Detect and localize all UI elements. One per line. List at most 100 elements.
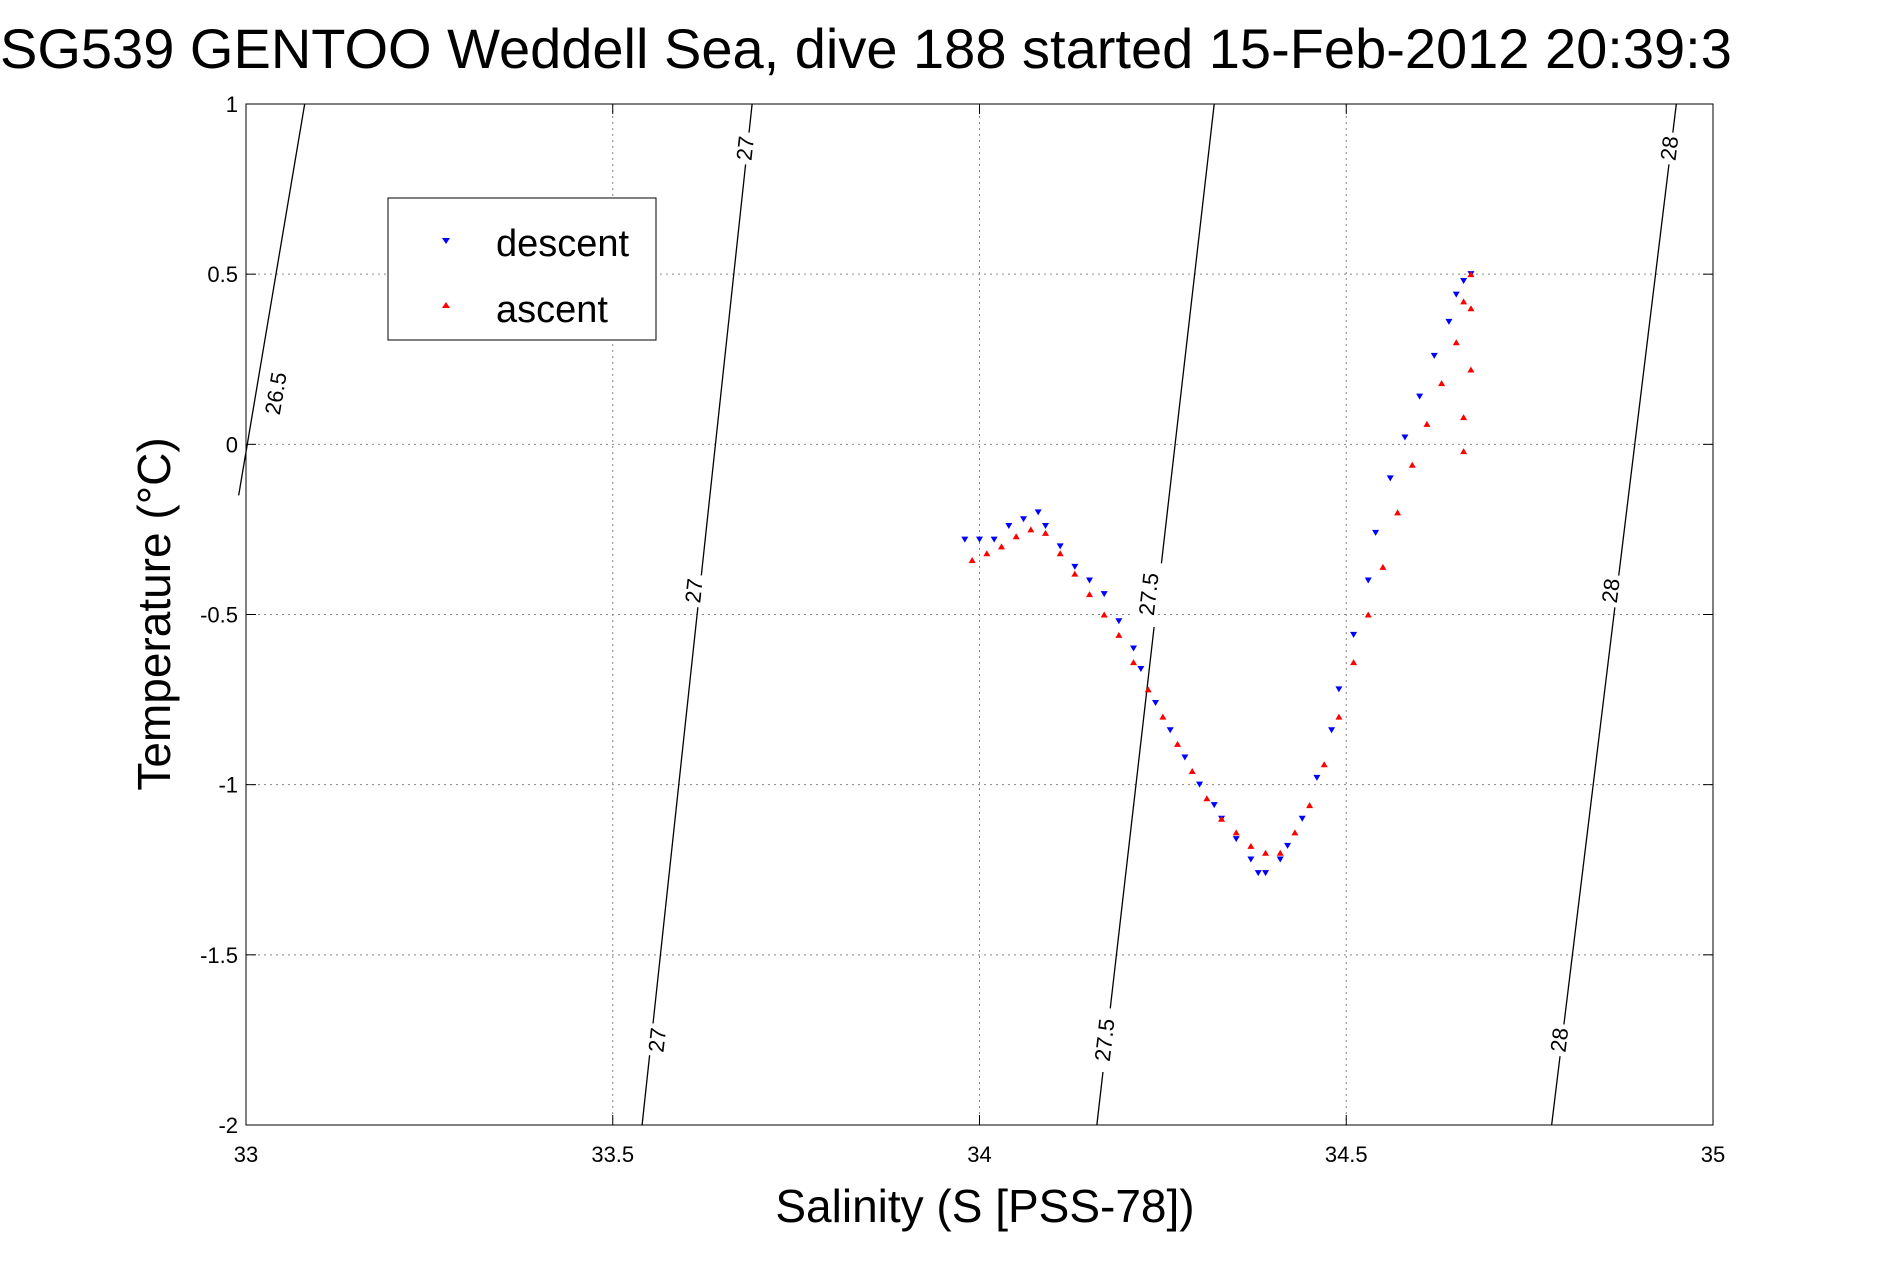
descent-point — [961, 536, 969, 543]
y-tick-label: -1 — [218, 773, 238, 798]
contour-label: 28 — [1656, 135, 1684, 162]
ascent-point — [1042, 529, 1050, 536]
ascent-point — [1460, 414, 1468, 421]
descent-point — [1284, 842, 1292, 849]
ascent-point — [1350, 659, 1358, 666]
x-ticks: 33 33.5 34 34.5 35 — [234, 104, 1725, 1167]
descent-point — [1335, 686, 1343, 693]
ascent-point — [1232, 829, 1240, 836]
descent-point — [1196, 781, 1204, 788]
ascent-point — [1408, 461, 1416, 468]
x-tick-label: 35 — [1701, 1142, 1725, 1167]
descent-point — [1430, 352, 1438, 359]
x-axis-title: Salinity (S [PSS-78]) — [775, 1180, 1194, 1232]
density-contour-line — [238, 103, 306, 496]
legend: descent ascent — [387, 197, 657, 341]
density-contours: 26.5 27 27 27 27.5 27.5 28 28 28 — [238, 103, 1684, 1126]
descent-point — [1071, 563, 1079, 570]
ascent-point — [1379, 563, 1387, 570]
legend-marker-descent — [442, 238, 450, 244]
series-descent — [961, 271, 1475, 877]
legend-label-ascent: ascent — [496, 289, 608, 331]
contour-label-bg — [1132, 560, 1164, 628]
ascent-point — [1467, 305, 1475, 312]
ascent-point — [1262, 849, 1270, 856]
contour-label-bg — [643, 1022, 671, 1058]
contour-label-bg — [258, 359, 293, 427]
descent-point — [1232, 836, 1240, 843]
x-tick-label: 33 — [234, 1142, 258, 1167]
ascent-point — [1100, 611, 1108, 618]
ascent-point — [1335, 713, 1343, 720]
ascent-point — [1460, 298, 1468, 305]
x-tick-label: 33.5 — [591, 1142, 634, 1167]
descent-point — [1350, 631, 1358, 638]
ascent-point — [1467, 271, 1475, 278]
ascent-point — [1291, 829, 1299, 836]
legend-box — [387, 197, 657, 341]
descent-point — [990, 536, 998, 543]
descent-point — [1100, 591, 1108, 598]
descent-point — [1020, 516, 1028, 523]
descent-point — [976, 536, 983, 543]
y-tick-label: -0.5 — [200, 603, 238, 628]
contour-label: 27.5 — [1090, 1017, 1120, 1062]
contour-label: 28 — [1546, 1026, 1574, 1053]
descent-point — [1445, 318, 1453, 325]
descent-point — [1137, 665, 1145, 672]
descent-point — [1210, 802, 1218, 809]
ascent-point — [1394, 509, 1402, 516]
descent-point — [1298, 815, 1306, 822]
contour-label: 27 — [732, 135, 759, 162]
ascent-point — [1056, 550, 1064, 557]
ascent-point — [1452, 339, 1460, 346]
descent-point — [1386, 475, 1394, 482]
descent-point — [1115, 618, 1123, 625]
descent-point — [1152, 699, 1160, 706]
grid — [246, 104, 1713, 1125]
contour-label-bg — [731, 131, 759, 166]
ascent-point — [1364, 611, 1372, 618]
ascent-point — [1247, 842, 1255, 849]
ascent-point — [968, 557, 976, 564]
contour-label-bg — [1655, 130, 1683, 166]
y-tick-label: 0.5 — [207, 262, 238, 287]
ascent-point — [1188, 768, 1196, 775]
ascent-point — [1027, 526, 1035, 533]
ascent-point — [1438, 380, 1446, 387]
descent-point — [1166, 727, 1174, 734]
contour-label: 28 — [1597, 577, 1625, 604]
y-tick-label: -1.5 — [200, 943, 238, 968]
legend-label-descent: descent — [496, 223, 630, 265]
descent-point — [1328, 727, 1336, 734]
ascent-point — [1144, 686, 1152, 693]
descent-point — [1181, 754, 1189, 761]
ascent-point — [1460, 448, 1468, 455]
ascent-point — [1071, 570, 1079, 577]
descent-point — [1086, 577, 1094, 584]
x-tick-label: 34 — [967, 1142, 991, 1167]
y-tick-label: 1 — [226, 92, 238, 117]
ascent-point — [1320, 761, 1328, 768]
descent-point — [1313, 774, 1321, 781]
descent-point — [1460, 277, 1468, 284]
descent-point — [1056, 543, 1064, 550]
ascent-point — [1174, 740, 1182, 747]
ascent-point — [1467, 366, 1475, 373]
descent-point — [1452, 291, 1460, 298]
density-contour-line — [1550, 103, 1677, 1126]
descent-point — [1042, 523, 1050, 530]
density-contour-line — [641, 103, 753, 1126]
ascent-point — [1306, 802, 1314, 809]
descent-point — [1262, 870, 1270, 877]
ascent-point — [1159, 713, 1167, 720]
descent-point — [1034, 509, 1042, 516]
descent-point — [1416, 393, 1424, 400]
ascent-point — [1423, 420, 1431, 427]
ascent-point — [983, 550, 991, 557]
descent-point — [1254, 870, 1262, 877]
ascent-point — [1276, 849, 1284, 856]
descent-point — [1005, 523, 1013, 530]
y-tick-label: 0 — [226, 432, 238, 457]
